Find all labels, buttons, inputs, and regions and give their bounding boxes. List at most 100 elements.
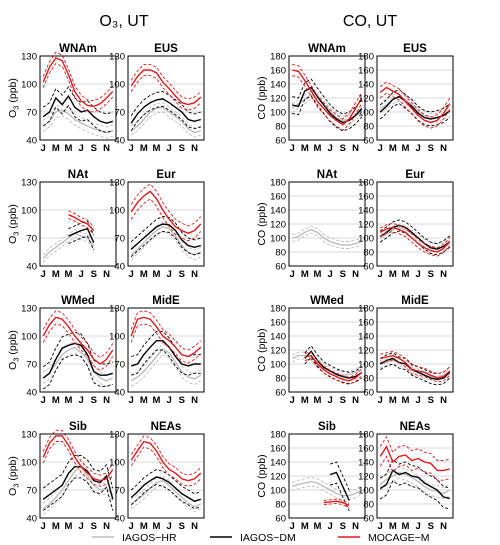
y-tick-label: 40 [114, 136, 125, 147]
panel-title: Sib [318, 421, 336, 433]
panel-title: WMed [61, 295, 95, 307]
x-tick-label: N [440, 395, 447, 406]
series-lower-bound-iagos-hr [292, 232, 362, 249]
y-tick-label: 40 [26, 388, 37, 399]
x-tick-label: N [191, 395, 198, 406]
panel-title: MidE [401, 295, 429, 307]
y-tick-label: 80 [363, 500, 374, 511]
series-lower-bound-mocage-m [379, 231, 451, 257]
x-tick-label: N [440, 521, 447, 532]
legend-label: IAGOS−DM [240, 532, 296, 544]
x-tick-label: N [103, 269, 110, 280]
x-tick-label: J [416, 395, 421, 406]
legend-item-iagos-dm: IAGOS−DM [210, 532, 296, 544]
series-upper-bound-iagos-dm [304, 345, 363, 373]
x-tick-label: M [314, 395, 322, 406]
x-tick-label: J [378, 395, 383, 406]
x-tick-label: J [378, 143, 383, 154]
x-tick-label: M [314, 521, 322, 532]
x-tick-label: J [328, 269, 333, 280]
series-line-iagos-dm [42, 466, 114, 500]
x-tick-label: J [416, 269, 421, 280]
panel-frame [127, 181, 205, 267]
x-tick-label: M [301, 269, 309, 280]
y-axis-label: CO (ppb) [256, 454, 268, 497]
series-upper-bound-mocage-m [130, 63, 202, 100]
y-tick-label: 40 [114, 388, 125, 399]
series-line-iagos-dm [379, 224, 451, 250]
y-tick-label: 100 [21, 458, 37, 469]
y-axis-label-subscript: 3 [12, 484, 21, 488]
panel-frame [376, 433, 454, 519]
x-tick-label: S [428, 395, 434, 406]
y-tick-label: 100 [21, 80, 37, 91]
series-lower-bound-iagos-dm [42, 477, 114, 511]
panel-title: NAt [317, 169, 338, 181]
y-tick-label: 100 [21, 206, 37, 217]
series-line-mocage-m [380, 354, 451, 379]
series-line-iagos-hr [130, 226, 202, 256]
x-tick-label: J [290, 269, 295, 280]
x-tick-label: J [41, 143, 46, 154]
x-tick-label: S [91, 143, 97, 154]
x-tick-label: J [416, 521, 421, 532]
y-tick-label: 160 [358, 444, 374, 455]
series-upper-bound-iagos-hr [42, 460, 114, 504]
series-upper-bound-mocage-m [130, 310, 202, 351]
x-tick-label: M [65, 143, 73, 154]
x-tick-label: M [389, 521, 397, 532]
x-tick-label: M [301, 395, 309, 406]
series-upper-bound-iagos-dm [130, 469, 201, 495]
y-tick-label: 160 [270, 66, 286, 77]
x-tick-label: S [179, 143, 185, 154]
x-tick-label: N [191, 521, 198, 532]
y-axis-label-unit: (ppb) [7, 330, 19, 357]
y-tick-label: 100 [21, 332, 37, 343]
series-lower-bound-mocage-m [304, 358, 363, 385]
series-upper-bound-iagos-hr [42, 229, 95, 256]
y-tick-label: 80 [363, 248, 374, 259]
x-tick-label: M [314, 143, 322, 154]
series-line-iagos-hr [42, 465, 114, 510]
panel-frame [127, 307, 205, 393]
series-upper-bound-iagos-hr [379, 223, 450, 245]
y-tick-label: 160 [358, 66, 374, 77]
x-tick-label: J [167, 521, 172, 532]
y-tick-label: 100 [109, 80, 125, 91]
y-tick-label: 100 [270, 234, 286, 245]
series-upper-bound-iagos-dm [379, 219, 451, 245]
series-lower-bound-iagos-dm [130, 105, 201, 131]
x-tick-label: S [340, 143, 346, 154]
y-tick-label: 130 [21, 304, 37, 315]
series-line-mocage-m [379, 445, 450, 472]
series-line-iagos-hr [130, 479, 202, 508]
y-tick-label: 140 [358, 332, 374, 343]
x-tick-label: S [428, 143, 434, 154]
series-lower-bound-iagos-dm [379, 480, 450, 510]
x-tick-label: N [103, 395, 110, 406]
x-tick-label: N [440, 269, 447, 280]
series-line-iagos-dm [130, 223, 201, 250]
x-tick-label: J [416, 143, 421, 154]
series-upper-bound-mocage-m [68, 210, 95, 228]
series-line-iagos-hr [291, 480, 363, 497]
x-tick-label: S [179, 395, 185, 406]
series-line-iagos-hr [42, 346, 114, 382]
x-tick-label: J [167, 143, 172, 154]
x-tick-label: N [103, 521, 110, 532]
series-lower-bound-iagos-hr [130, 111, 201, 138]
series-line-iagos-dm [379, 95, 451, 120]
series-upper-bound-iagos-dm [379, 89, 451, 113]
y-tick-label: 180 [270, 178, 286, 189]
series-lower-bound-mocage-m [379, 455, 450, 481]
series-lower-bound-iagos-hr [379, 477, 451, 500]
y-tick-label: 60 [363, 262, 374, 273]
x-tick-label: M [402, 521, 410, 532]
